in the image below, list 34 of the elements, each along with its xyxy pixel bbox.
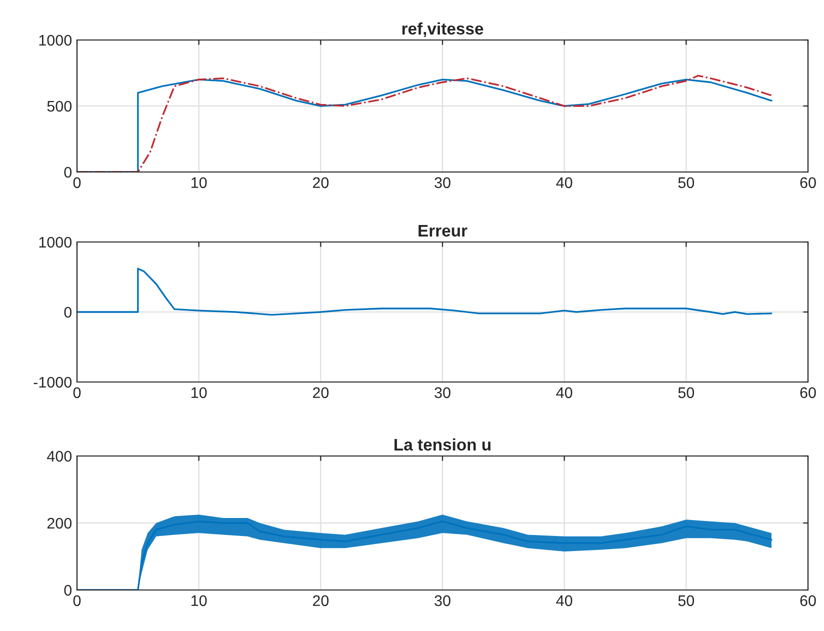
x-tick-label: 60 xyxy=(800,177,816,188)
x-tick-label: 50 xyxy=(678,177,694,188)
x-tick-label: 0 xyxy=(73,177,81,188)
x-tick-label: 20 xyxy=(312,387,329,398)
x-tick-label: 20 xyxy=(312,595,329,606)
x-tick-label: 50 xyxy=(678,387,694,398)
x-tick-label: 40 xyxy=(556,595,572,606)
x-tick-label: 60 xyxy=(800,595,816,606)
y-tick-label: 0 xyxy=(64,306,72,318)
chart-title: ref,vitesse xyxy=(402,22,484,38)
y-tick-label: 1000 xyxy=(39,34,72,46)
x-tick-label: 0 xyxy=(73,595,81,606)
x-tick-label: 40 xyxy=(556,387,572,398)
x-tick-label: 20 xyxy=(312,177,329,188)
y-tick-label: -1000 xyxy=(34,376,72,388)
chart-title: Erreur xyxy=(418,224,468,237)
chart-title: La tension u xyxy=(394,438,490,451)
y-tick-label: 0 xyxy=(64,166,72,178)
x-tick-label: 10 xyxy=(192,595,207,606)
y-tick-label: 1000 xyxy=(39,236,72,248)
x-tick-label: 30 xyxy=(434,387,450,398)
y-tick-label: 400 xyxy=(47,450,72,462)
x-tick-label: 60 xyxy=(800,387,816,398)
x-tick-label: 30 xyxy=(434,595,450,606)
y-tick-label: 0 xyxy=(64,584,72,596)
x-tick-label: 0 xyxy=(73,387,81,398)
y-tick-label: 200 xyxy=(47,518,72,529)
x-tick-label: 10 xyxy=(192,387,207,398)
x-tick-label: 30 xyxy=(434,177,450,188)
y-tick-label: 500 xyxy=(47,100,72,112)
line-series xyxy=(77,268,772,316)
x-tick-label: 10 xyxy=(192,177,207,188)
x-tick-label: 50 xyxy=(678,595,694,606)
x-tick-label: 40 xyxy=(556,177,572,188)
